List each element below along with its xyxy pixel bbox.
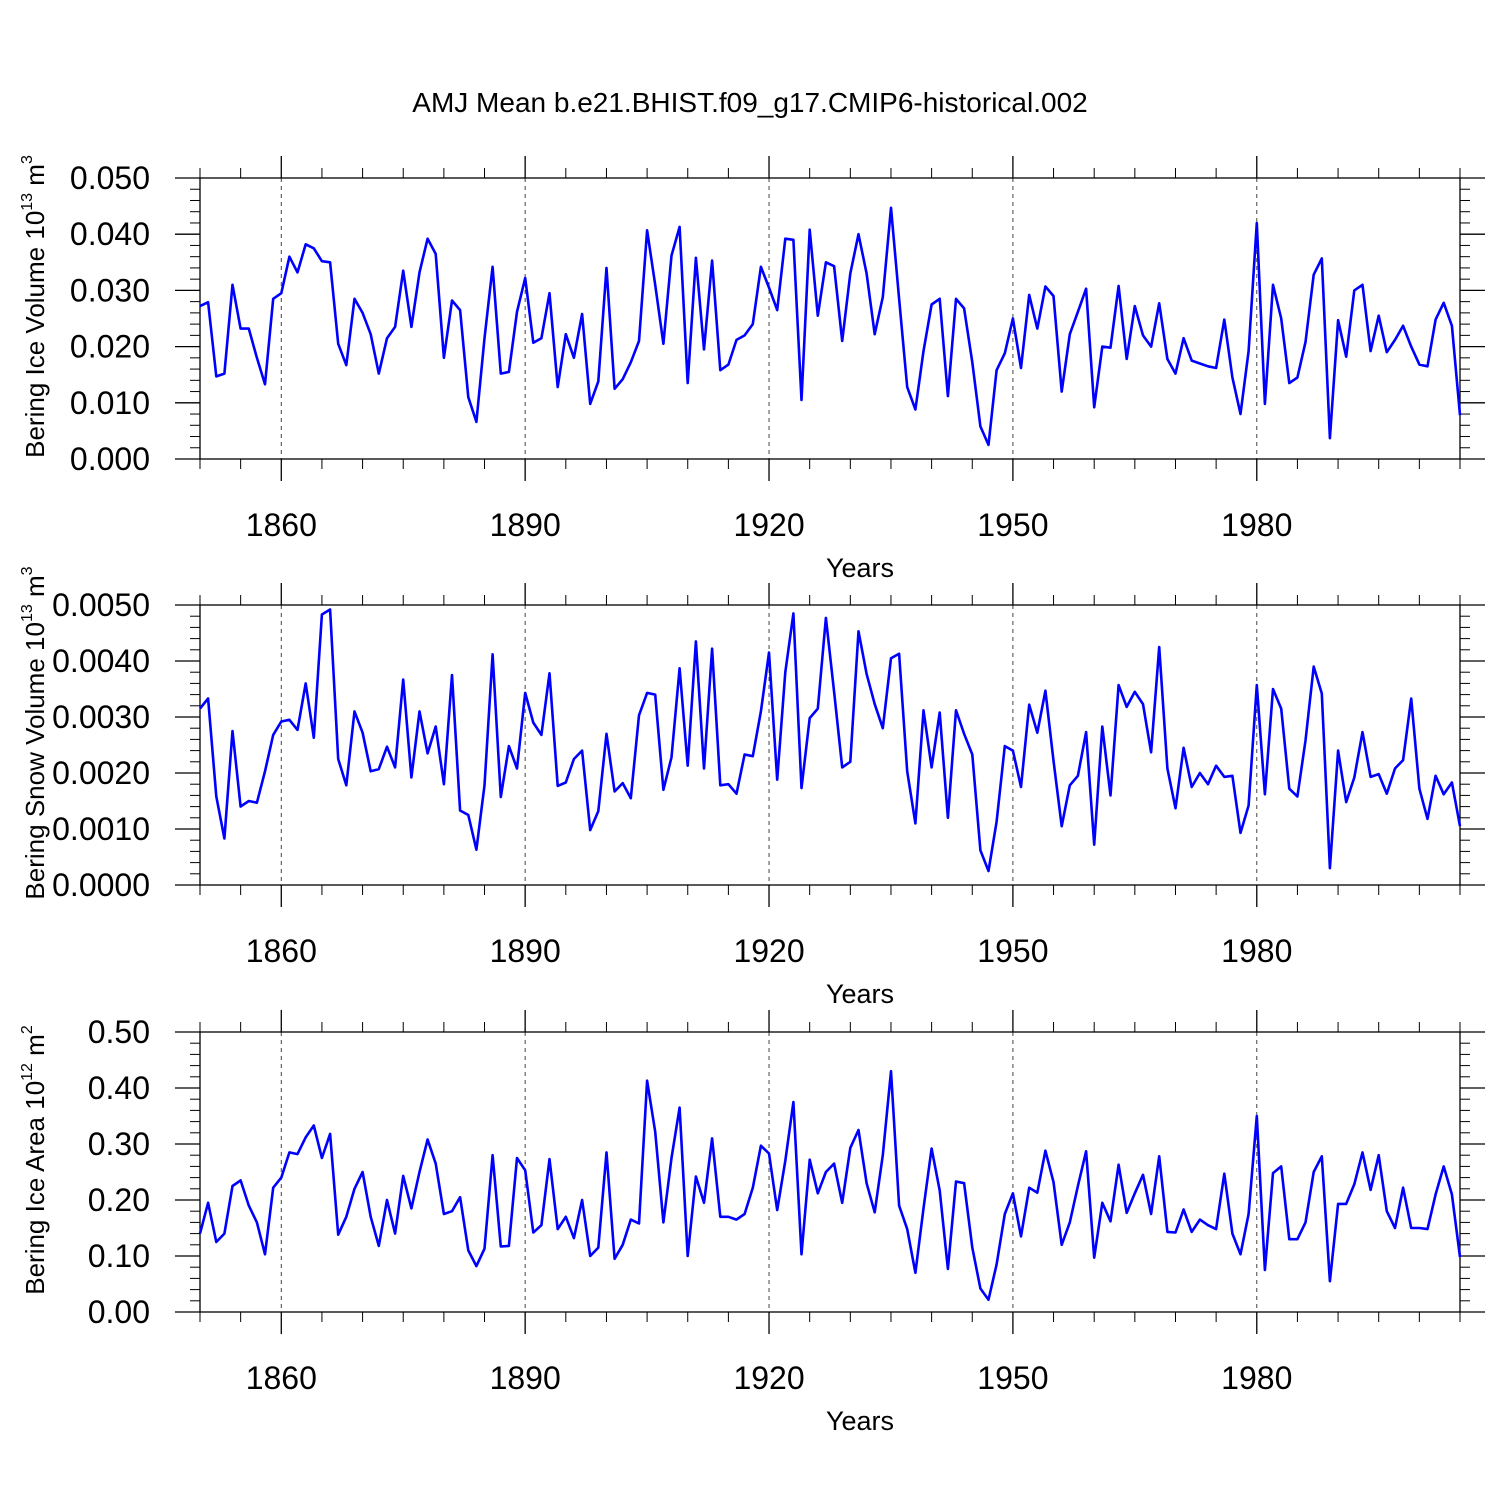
y-tick-label: 0.020 — [70, 329, 150, 365]
y-tick-label: 0.0030 — [52, 699, 150, 735]
y-axis-label: Bering Ice Volume 1013 m3 — [19, 155, 50, 458]
y-tick-label: 0.40 — [88, 1070, 150, 1106]
y-tick-label: 0.0040 — [52, 643, 150, 679]
x-tick-label-1980: 1980 — [1221, 507, 1292, 543]
series-line — [198, 608, 1462, 873]
x-tick-label-1950: 1950 — [977, 1360, 1048, 1396]
panel-3: 1860 1890 1920 1950 1980 0.00 0.10 0.20 0.30 0.40… — [19, 1010, 1485, 1436]
y-tick-label: 0.000 — [70, 441, 150, 477]
y-tick-label: 0.0000 — [52, 867, 150, 903]
y-tick-label: 0.030 — [70, 272, 150, 308]
y-tick-label: 0.040 — [70, 216, 150, 252]
plot-frame — [199, 604, 1461, 886]
y-label-ylabel-unit-exp: 3 — [19, 155, 36, 164]
x-tick-label-1890: 1890 — [490, 1360, 561, 1396]
x-axis-label: Years — [826, 1406, 894, 1436]
y-tick-label: 0.20 — [88, 1182, 150, 1218]
y-axis-label: Bering Snow Volume 1013 m3 — [19, 566, 50, 899]
y-tick-label: 0.00 — [88, 1294, 150, 1330]
x-tick-label-1920: 1920 — [733, 507, 804, 543]
plot-frame — [199, 177, 1461, 460]
y-label-ylabel-exp: 13 — [19, 604, 36, 622]
y-tick-label: 0.30 — [88, 1126, 150, 1162]
x-tick-label-1890: 1890 — [490, 507, 561, 543]
x-tick-label-1860: 1860 — [246, 933, 317, 969]
y-tick-label: 0.10 — [88, 1238, 150, 1274]
y-tick-label: 0.50 — [88, 1014, 150, 1050]
y-label-ylabel-main: Bering Ice Area 10 — [20, 1081, 50, 1295]
y-tick-label: 0.0020 — [52, 755, 150, 791]
panel-1: 1860 1890 1920 1950 1980 0.000 0.010 0.020 0.030… — [19, 155, 1485, 583]
y-axis-label: Bering Ice Area 1012 m2 — [19, 1025, 50, 1295]
y-label-ylabel-unit-exp: 2 — [19, 1025, 36, 1034]
x-tick-label-1950: 1950 — [977, 933, 1048, 969]
y-label-ylabel-exp: 12 — [19, 1063, 36, 1081]
series-line — [198, 1069, 1462, 1301]
x-axis-label: Years — [826, 979, 894, 1009]
plot-frame — [199, 1031, 1461, 1313]
x-tick-label-1890: 1890 — [490, 933, 561, 969]
y-label-space — [20, 597, 50, 604]
chart-title: AMJ Mean b.e21.BHIST.f09_g17.CMIP6-histo… — [412, 87, 1087, 118]
panel-2: 1860 1890 1920 1950 1980 0.0000 0.0010 0.0020 0.… — [19, 566, 1485, 1009]
y-tick-label: 0.0050 — [52, 587, 150, 623]
y-tick-label: 0.010 — [70, 385, 150, 421]
x-tick-label-1980: 1980 — [1221, 933, 1292, 969]
y-tick-label: 0.0010 — [52, 811, 150, 847]
x-tick-label-1920: 1920 — [733, 933, 804, 969]
x-tick-label-1860: 1860 — [246, 507, 317, 543]
y-label-ylabel-exp: 13 — [19, 193, 36, 211]
x-tick-label-1980: 1980 — [1221, 1360, 1292, 1396]
x-tick-label-1860: 1860 — [246, 1360, 317, 1396]
x-tick-label-1920: 1920 — [733, 1360, 804, 1396]
y-label-ylabel-unit-exp: 3 — [19, 566, 36, 575]
y-tick-label: 0.050 — [70, 160, 150, 196]
x-axis-label: Years — [826, 553, 894, 583]
y-label-ylabel-unit: m — [20, 164, 50, 186]
y-label-ylabel-unit: m — [20, 575, 50, 597]
y-label-ylabel-main: Bering Snow Volume 10 — [20, 622, 50, 900]
y-label-ylabel-main: Bering Ice Volume 10 — [20, 211, 50, 458]
y-label-space — [20, 186, 50, 193]
y-label-space — [20, 1056, 50, 1063]
series-line — [199, 206, 1462, 447]
x-tick-label-1950: 1950 — [977, 507, 1048, 543]
y-label-ylabel-unit: m — [20, 1034, 50, 1056]
